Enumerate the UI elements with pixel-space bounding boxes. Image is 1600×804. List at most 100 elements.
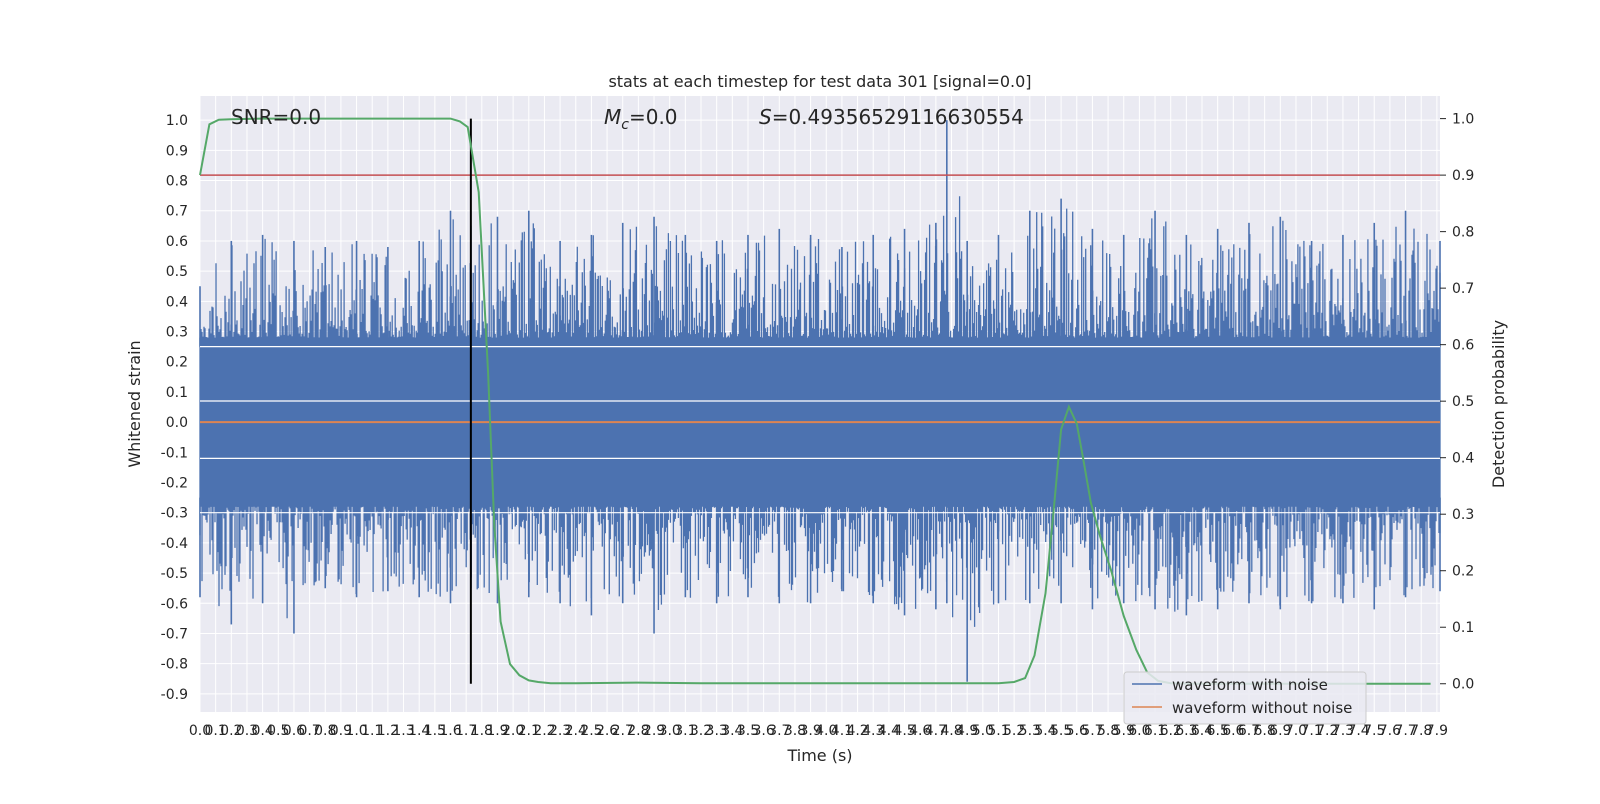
- y-right-tick-label: 0.1: [1452, 620, 1474, 636]
- x-axis-label: Time (s): [786, 746, 852, 765]
- x-tick-label: 7.7: [1394, 723, 1416, 739]
- y-right-tick-label: 0.5: [1452, 394, 1474, 410]
- x-tick-label: 2.6: [596, 723, 618, 739]
- x-tick-label: 5.2: [1003, 723, 1025, 739]
- x-tick-label: 1.7: [455, 723, 477, 739]
- x-tick-labels: 0.00.10.20.30.40.50.60.70.80.91.01.11.21…: [189, 723, 1448, 739]
- x-tick-label: 3.7: [768, 723, 790, 739]
- y-left-tick-label: 0.9: [166, 143, 188, 159]
- y-left-tick-label: 0.0: [166, 415, 188, 431]
- x-tick-label: 7.5: [1363, 723, 1385, 739]
- x-tick-label: 4.4: [878, 723, 900, 739]
- x-tick-label: 7.1: [1300, 723, 1322, 739]
- y-left-tick-label: 0.5: [166, 264, 188, 280]
- legend-label-clean: waveform without noise: [1172, 699, 1352, 717]
- x-tick-label: 5.7: [1081, 723, 1103, 739]
- x-tick-label: 1.0: [345, 723, 367, 739]
- x-tick-label: 3.4: [721, 723, 743, 739]
- y-right-axis-label: Detection probability: [1489, 320, 1508, 488]
- y-right-tick-label: 0.2: [1452, 564, 1474, 580]
- x-tick-label: 3.2: [690, 723, 712, 739]
- x-tick-label: 1.6: [439, 723, 461, 739]
- x-tick-label: 6.0: [1128, 723, 1150, 739]
- x-tick-label: 6.3: [1175, 723, 1197, 739]
- x-tick-label: 7.8: [1410, 723, 1432, 739]
- x-tick-label: 0.6: [283, 723, 305, 739]
- legend: waveform with noise waveform without noi…: [1123, 671, 1367, 725]
- y-left-tick-labels: 1.0 0.9 0.8 0.7 0.6 0.5 0.4 0.3 0.2 0.1 0.0 -0.1 -0.…: [161, 113, 188, 703]
- x-tick-label: 1.4: [408, 723, 430, 739]
- y-left-tick-label: 0.4: [166, 294, 188, 310]
- detection-probability-line: [199, 117, 1431, 685]
- y-left-tick-label: -0.1: [161, 445, 188, 461]
- y-left-tick-label: 0.8: [166, 174, 188, 190]
- x-tick-label: 1.8: [471, 723, 493, 739]
- x-tick-label: 6.9: [1269, 723, 1291, 739]
- x-tick-label: 1.2: [377, 723, 399, 739]
- chart-title: stats at each timestep for test data 301…: [608, 72, 1031, 91]
- legend-label-noise: waveform with noise: [1172, 676, 1328, 694]
- x-tick-label: 3.9: [799, 723, 821, 739]
- x-tick-label: 7.9: [1426, 723, 1448, 739]
- y-left-tick-label: 0.2: [166, 355, 188, 371]
- y-left-tick-label: -0.2: [161, 476, 188, 492]
- x-tick-label: 4.2: [846, 723, 868, 739]
- x-tick-label: 3.5: [737, 723, 759, 739]
- y-left-tick-label: -0.9: [161, 687, 188, 703]
- x-tick-label: 6.2: [1160, 723, 1182, 739]
- x-tick-label: 4.0: [815, 723, 837, 739]
- x-tick-label: 2.4: [565, 723, 587, 739]
- x-tick-label: 0.1: [205, 723, 227, 739]
- x-tick-label: 5.4: [1034, 723, 1056, 739]
- x-tick-label: 0.5: [267, 723, 289, 739]
- x-tick-label: 3.8: [784, 723, 806, 739]
- y-right-tick-label: 0.8: [1452, 225, 1474, 241]
- mc-subscript: c: [621, 117, 629, 133]
- y-right-tick-label: 1.0: [1452, 112, 1474, 128]
- x-tick-label: 0.3: [236, 723, 258, 739]
- y-left-tick-label: 0.1: [166, 385, 188, 401]
- x-tick-label: 5.6: [1066, 723, 1088, 739]
- series-layer: [199, 117, 1441, 685]
- x-tick-label: 7.6: [1379, 723, 1401, 739]
- y-left-tick-label: -0.6: [161, 596, 188, 612]
- y-left-tick-label: -0.8: [161, 657, 188, 673]
- s-annotation: S=0.49356529116630554: [759, 105, 1024, 129]
- x-tick-label: 2.7: [612, 723, 634, 739]
- x-tick-label: 5.9: [1113, 723, 1135, 739]
- x-tick-label: 4.3: [862, 723, 884, 739]
- legend-box: [1123, 671, 1367, 725]
- x-tick-label: 6.7: [1238, 723, 1260, 739]
- y-left-tick-label: -0.3: [161, 506, 188, 522]
- x-tick-label: 2.8: [627, 723, 649, 739]
- x-tick-label: 5.0: [972, 723, 994, 739]
- y-right-tick-label: 0.6: [1452, 338, 1474, 354]
- x-tick-label: 0.9: [330, 723, 352, 739]
- x-tick-label: 1.9: [486, 723, 508, 739]
- x-tick-label: 0.0: [189, 723, 211, 739]
- y-right-tick-label: 0.4: [1452, 451, 1474, 467]
- y-left-tick-label: 0.6: [166, 234, 188, 250]
- x-tick-label: 4.1: [831, 723, 853, 739]
- x-tick-label: 5.1: [987, 723, 1009, 739]
- y-left-tick-label: 0.7: [166, 204, 188, 220]
- x-tick-label: 5.3: [1019, 723, 1041, 739]
- x-tick-label: 4.8: [940, 723, 962, 739]
- x-tick-label: 0.2: [220, 723, 242, 739]
- y-left-tick-label: -0.5: [161, 566, 188, 582]
- x-tick-label: 2.5: [580, 723, 602, 739]
- x-tick-label: 7.4: [1347, 723, 1369, 739]
- x-tick-label: 6.5: [1207, 723, 1229, 739]
- x-tick-label: 3.3: [706, 723, 728, 739]
- x-tick-label: 2.1: [518, 723, 540, 739]
- x-tick-label: 6.8: [1254, 723, 1276, 739]
- x-tick-label: 0.8: [314, 723, 336, 739]
- mc-value: =0.0: [629, 105, 678, 129]
- x-tick-label: 2.3: [549, 723, 571, 739]
- s-value: =0.49356529116630554: [772, 105, 1024, 129]
- x-tick-label: 6.1: [1144, 723, 1166, 739]
- y-left-tick-label: 0.3: [166, 325, 188, 341]
- x-tick-label: 1.3: [392, 723, 414, 739]
- x-tick-label: 3.1: [674, 723, 696, 739]
